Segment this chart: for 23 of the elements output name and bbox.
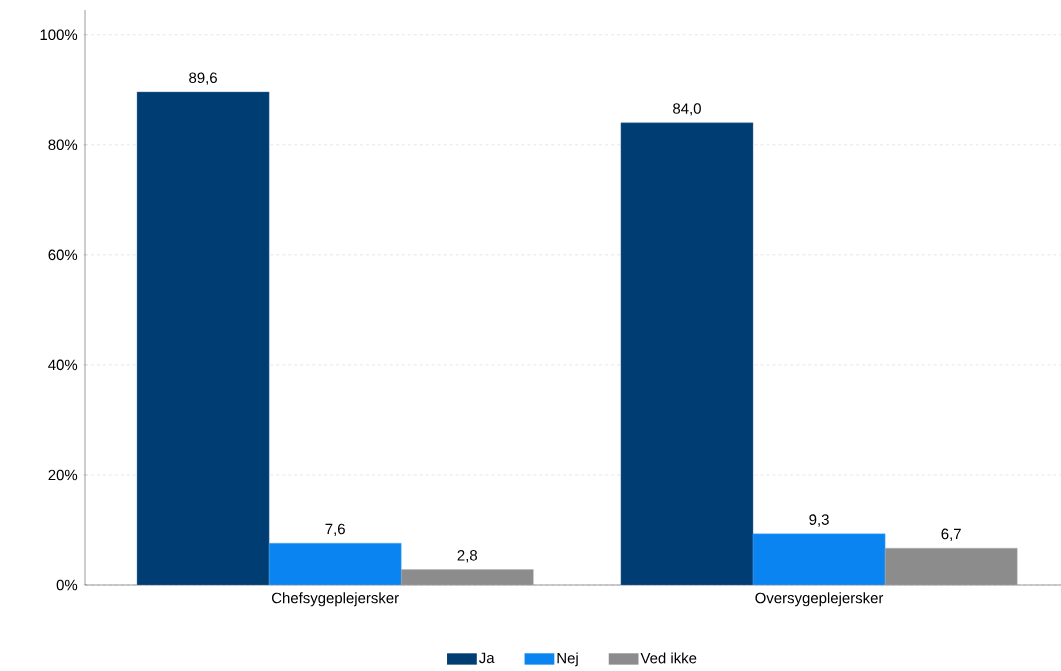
y-tick-label: 100%: [40, 29, 78, 41]
y-tick-label: 60%: [48, 249, 78, 261]
data-label: 6,7: [941, 528, 961, 541]
data-label: 2,8: [457, 550, 478, 563]
legend-label: Ved ikke: [640, 652, 697, 664]
y-tick-label: 0%: [56, 579, 78, 591]
data-label: 84,0: [673, 103, 701, 116]
y-tick-label: 80%: [48, 139, 78, 151]
x-tick-label: Chefsygeplejersker: [271, 592, 399, 607]
bar: [752, 533, 886, 585]
legend-label: Ja: [479, 652, 495, 664]
data-label: 9,3: [809, 514, 829, 527]
bar: [136, 91, 270, 585]
bar: [268, 542, 402, 585]
data-label: 89,6: [189, 72, 217, 85]
y-tick-label: 20%: [48, 469, 78, 481]
legend-label: Nej: [557, 652, 578, 667]
bar: [401, 569, 534, 585]
bar: [620, 122, 754, 585]
bar: [884, 547, 1018, 585]
y-tick-label: 40%: [48, 359, 78, 371]
data-label: 7,6: [325, 523, 345, 536]
x-tick-label: Oversygeplejersker: [755, 592, 884, 607]
